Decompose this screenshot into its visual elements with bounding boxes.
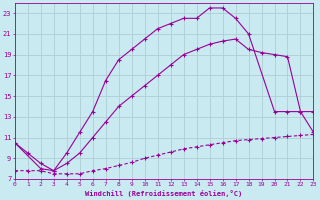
X-axis label: Windchill (Refroidissement éolien,°C): Windchill (Refroidissement éolien,°C) [85, 190, 243, 197]
